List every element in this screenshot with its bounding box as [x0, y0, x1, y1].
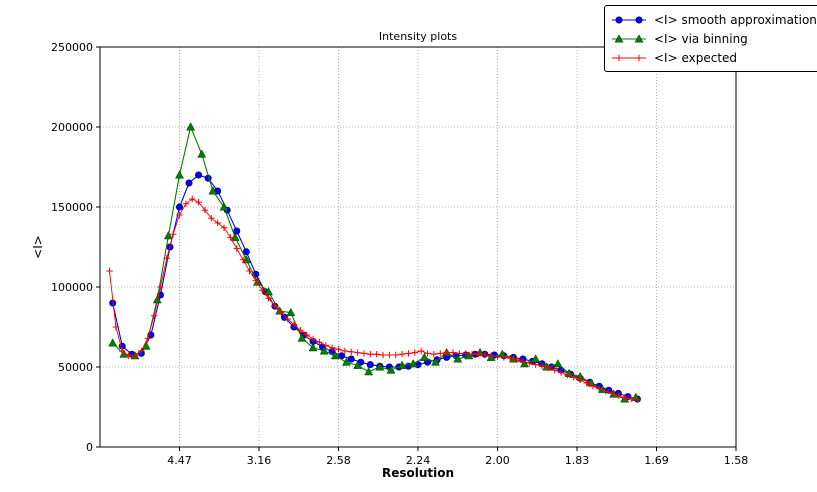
y-tick-label: 100000 [51, 281, 93, 294]
y-tick-label: 150000 [51, 201, 93, 214]
y-axis-label: <I> [31, 235, 45, 259]
legend: <I> smooth approximation <I> via binning… [604, 5, 817, 72]
x-tick-label: 2.58 [326, 454, 351, 467]
x-tick-label: 1.58 [724, 454, 749, 467]
x-tick-label: 2.00 [485, 454, 510, 467]
series-0 [109, 171, 641, 403]
y-tick-label: 200000 [51, 121, 93, 134]
legend-marker-triangle-icon [612, 33, 646, 42]
tick-marks [96, 46, 737, 451]
x-tick-label: 3.16 [247, 454, 272, 467]
legend-label: <I> smooth approximation [654, 12, 817, 27]
series-2 [106, 195, 641, 403]
series-1 [108, 122, 641, 403]
x-tick-label: 1.83 [565, 454, 590, 467]
chart-title: Intensity plots [378, 30, 458, 43]
y-tick-label: 50000 [58, 361, 93, 374]
legend-entry-expected: <I> expected [610, 48, 817, 67]
y-tick-label: 250000 [51, 41, 93, 54]
gridlines [100, 46, 737, 448]
legend-entry-smooth-approximation: <I> smooth approximation [610, 10, 817, 29]
legend-entry-via-binning: <I> via binning [610, 29, 817, 48]
x-tick-label: 2.24 [406, 454, 431, 467]
x-axis-label: Resolution [381, 466, 455, 480]
legend-marker-circle-icon [612, 15, 646, 24]
legend-label: <I> expected [654, 50, 738, 65]
tick-labels: 4.47 3.16 2.58 2.24 2.00 1.83 1.69 1.58 0 50000 10… [51, 41, 748, 467]
x-tick-label: 4.47 [167, 454, 192, 467]
legend-marker-plus-icon [612, 54, 646, 61]
legend-label: <I> via binning [654, 31, 748, 46]
y-tick-label: 0 [86, 441, 93, 454]
x-tick-label: 1.69 [644, 454, 669, 467]
